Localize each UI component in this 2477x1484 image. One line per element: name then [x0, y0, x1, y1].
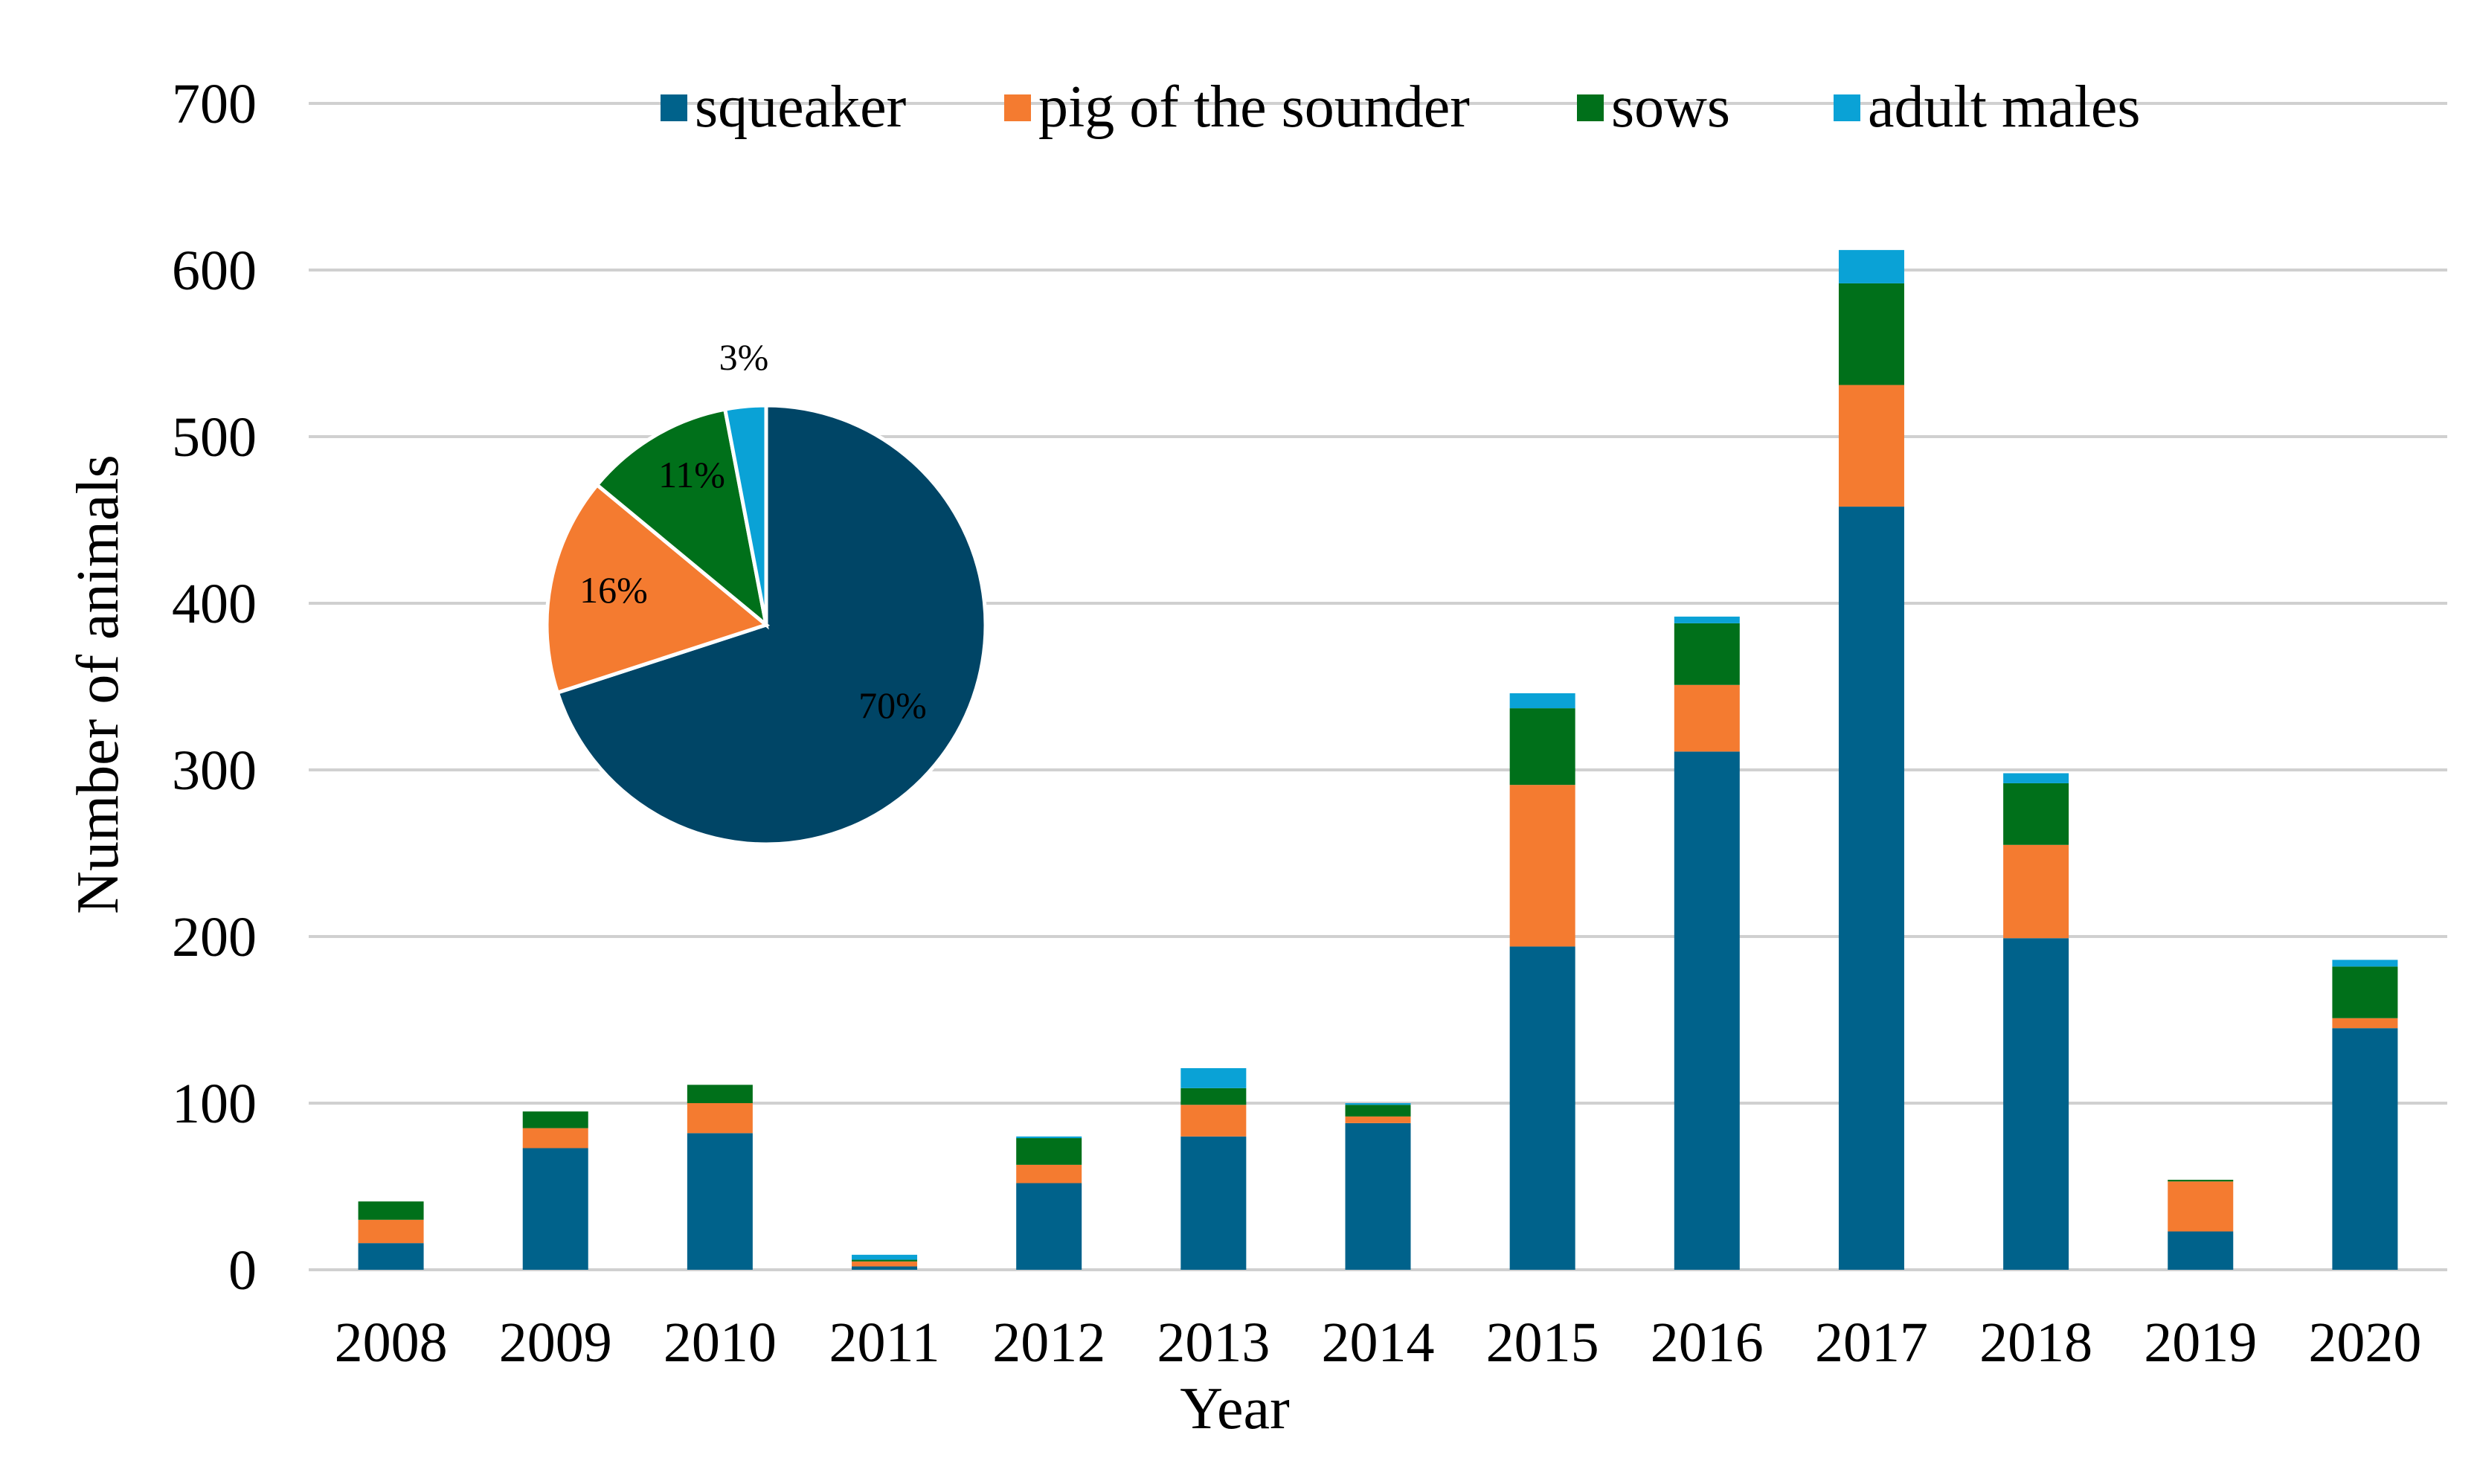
bar-segment — [1016, 1136, 1082, 1139]
pie-slice-label: 11% — [658, 454, 725, 495]
x-tick-label: 2016 — [1651, 1311, 1764, 1374]
bar-segment — [1674, 684, 1740, 752]
y-tick-label: 100 — [172, 1073, 257, 1135]
pie-slice-label: 3% — [719, 336, 769, 378]
pie-slice — [594, 407, 769, 630]
legend-label: adult males — [1868, 74, 2141, 140]
bar-segment — [2332, 1018, 2398, 1029]
pie-slice-label: 70% — [858, 684, 927, 726]
legend-swatch — [1577, 94, 1604, 121]
bar-segment — [358, 1219, 424, 1244]
bar-segment — [1345, 1116, 1411, 1123]
bar-segment — [687, 1085, 753, 1103]
y-tick-label: 400 — [172, 573, 257, 635]
pie-slice — [555, 403, 988, 847]
x-tick-label: 2011 — [829, 1311, 939, 1374]
y-tick-label: 0 — [228, 1239, 257, 1302]
bar-segment — [852, 1266, 918, 1270]
y-tick-label: 600 — [172, 240, 257, 302]
bar-segment — [522, 1148, 588, 1270]
bar-segment — [1838, 283, 1904, 385]
bar-segment — [2332, 960, 2398, 967]
bar-segment — [358, 1201, 424, 1220]
bar-segment — [522, 1111, 588, 1128]
bar-segment — [1180, 1088, 1247, 1105]
legend-label: squeaker — [695, 74, 906, 140]
bar-segment — [2168, 1180, 2234, 1182]
bar-segment — [852, 1254, 918, 1260]
y-tick-label: 200 — [172, 906, 257, 969]
bar-segment — [1345, 1105, 1411, 1117]
bar-segment — [1345, 1122, 1411, 1270]
legend-swatch — [1004, 94, 1031, 121]
x-axis-ticks: 2008 2009 2010 2011 2012 2013 2014 2015 2016 2017… — [335, 1311, 2422, 1374]
x-tick-label: 2019 — [2144, 1311, 2257, 1374]
x-tick-label: 2015 — [1486, 1311, 1599, 1374]
x-axis-title: Year — [1180, 1376, 1289, 1442]
pie-slice-label: 16% — [579, 569, 648, 611]
bar-segment — [522, 1128, 588, 1149]
bar-segment — [1180, 1105, 1247, 1137]
bar-segment — [687, 1133, 753, 1270]
bar-segment — [2168, 1231, 2234, 1270]
bar-segment — [1016, 1183, 1082, 1270]
bar-segment — [2003, 938, 2069, 1270]
bar-segment — [1838, 507, 1904, 1270]
bar-segment — [358, 1243, 424, 1270]
bars — [358, 250, 2398, 1270]
bar-segment — [2332, 966, 2398, 1018]
pie-slice — [722, 403, 768, 626]
bar-segment — [1838, 385, 1904, 507]
bar-segment — [1674, 623, 1740, 685]
x-tick-label: 2020 — [2308, 1311, 2421, 1374]
y-axis-ticks: 0 100 200 300 400 500 600 700 — [172, 73, 257, 1302]
bar-segment — [1509, 785, 1575, 947]
bar-segment — [1016, 1164, 1082, 1183]
bar-segment — [1180, 1136, 1247, 1270]
legend: squeaker pig of the sounder sows adult male… — [661, 74, 2141, 140]
bar-segment — [1674, 751, 1740, 1270]
legend-swatch — [661, 94, 687, 121]
bar-segment — [852, 1259, 918, 1262]
pie-slice — [544, 482, 771, 696]
bar-segment — [2168, 1181, 2234, 1232]
bar-segment — [1838, 250, 1904, 283]
x-tick-label: 2018 — [1979, 1311, 2092, 1374]
legend-label: pig of the sounder — [1038, 74, 1470, 140]
bar-segment — [852, 1261, 918, 1267]
legend-swatch — [1834, 94, 1860, 121]
bar-segment — [1509, 946, 1575, 1270]
x-tick-label: 2008 — [335, 1311, 448, 1374]
bar-segment — [1180, 1067, 1247, 1088]
x-tick-label: 2014 — [1322, 1311, 1435, 1374]
bar-segment — [1016, 1138, 1082, 1165]
bar-segment — [2003, 783, 2069, 845]
bar-segment — [2003, 773, 2069, 783]
bar-segment — [687, 1103, 753, 1134]
bar-segment — [1345, 1103, 1411, 1105]
x-tick-label: 2013 — [1157, 1311, 1270, 1374]
bar-segment — [1674, 616, 1740, 623]
x-tick-label: 2010 — [664, 1311, 777, 1374]
x-tick-label: 2009 — [499, 1311, 612, 1374]
bar-segment — [2332, 1028, 2398, 1270]
y-axis-title: Number of animals — [65, 454, 131, 914]
bar-segment — [2003, 844, 2069, 939]
bar-segment — [1509, 708, 1575, 786]
bar-segment — [1509, 693, 1575, 709]
x-tick-label: 2012 — [992, 1311, 1105, 1374]
pie-chart: 70% 16% 11% 3% — [544, 336, 988, 847]
legend-label: sows — [1611, 74, 1730, 140]
y-tick-label: 300 — [172, 739, 257, 802]
y-tick-label: 500 — [172, 406, 257, 469]
y-tick-label: 700 — [172, 73, 257, 135]
x-tick-label: 2017 — [1815, 1311, 1928, 1374]
